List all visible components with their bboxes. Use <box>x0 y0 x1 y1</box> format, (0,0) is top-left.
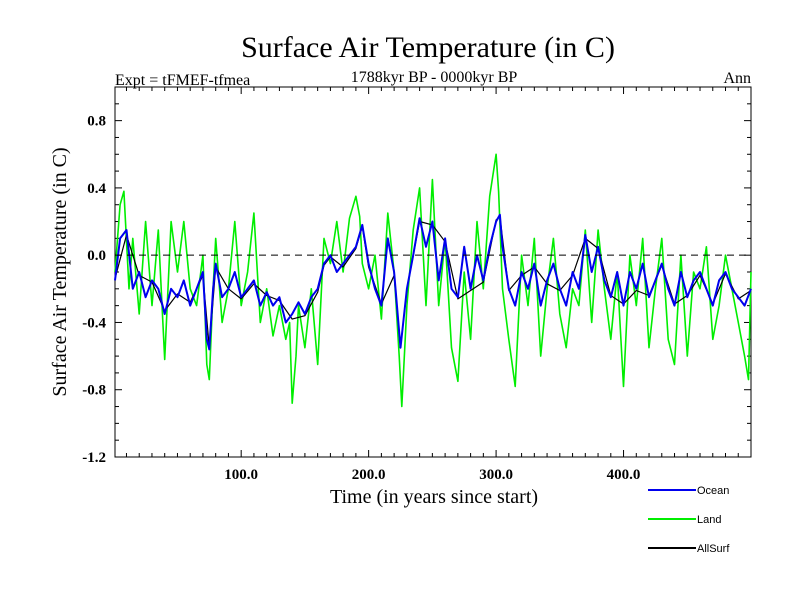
plot-frame <box>114 86 752 458</box>
y-tick-label: -0.4 <box>82 315 106 331</box>
y-tick-labels: 0.8 0.4 0.0 -0.4 -0.8 -1.2 <box>82 114 106 466</box>
chart-subtitle: 1788kyr BP - 0000kyr BP <box>351 69 518 86</box>
season-label: Ann <box>723 70 751 87</box>
y-tick-label: 0.0 <box>87 248 106 264</box>
legend-label-land: Land <box>697 514 721 526</box>
x-axis-label: Time (in years since start) <box>330 486 538 508</box>
y-tick-label: 0.8 <box>87 114 106 130</box>
experiment-label: Expt = tFMEF-tfmea <box>115 72 250 89</box>
x-tick-label: 400.0 <box>607 467 641 483</box>
plot-area <box>114 86 752 458</box>
y-tick-label: -1.2 <box>82 450 106 466</box>
legend: Ocean Land AllSurf <box>648 485 730 555</box>
x-tick-label: 100.0 <box>224 467 258 483</box>
legend-label-allsurf: AllSurf <box>697 543 730 555</box>
series-lines <box>114 153 752 408</box>
x-tick-labels: 100.0 200.0 300.0 400.0 <box>224 467 640 483</box>
x-tick-label: 200.0 <box>352 467 386 483</box>
y-axis-label: Surface Air Temperature (in C) <box>49 147 71 396</box>
chart-title: Surface Air Temperature (in C) <box>241 31 615 64</box>
legend-label-ocean: Ocean <box>697 485 729 497</box>
y-tick-label: 0.4 <box>87 181 106 197</box>
y-tick-label: -0.8 <box>82 383 106 399</box>
x-tick-label: 300.0 <box>479 467 513 483</box>
series-line-ocean <box>114 213 752 351</box>
axis-ticks <box>115 86 751 458</box>
